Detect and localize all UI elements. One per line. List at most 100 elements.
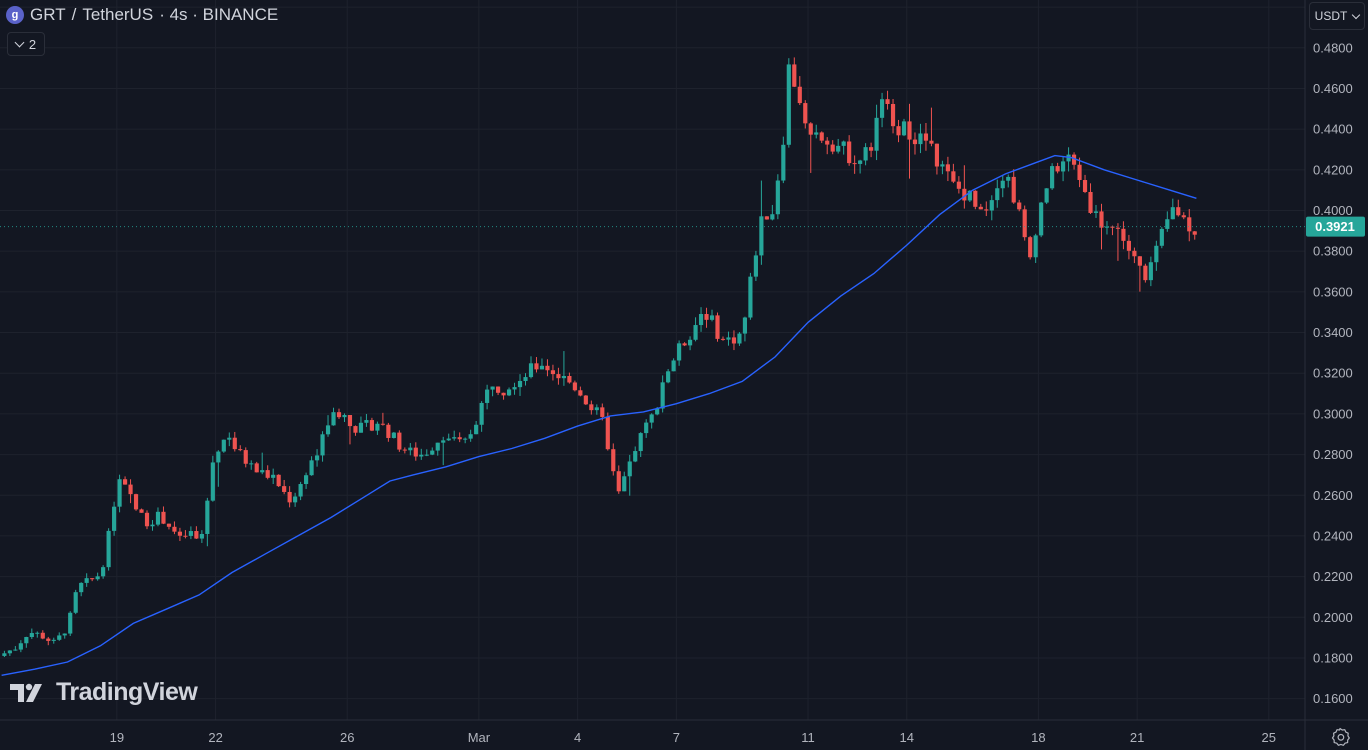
candle-body bbox=[452, 437, 457, 439]
candle-body bbox=[1176, 207, 1181, 216]
candle-body bbox=[726, 337, 731, 340]
candle-body bbox=[770, 214, 775, 220]
candle-body bbox=[1187, 217, 1192, 232]
candle-body bbox=[1071, 154, 1077, 165]
price-tick-label: 0.1800 bbox=[1313, 650, 1353, 665]
candle-body bbox=[446, 438, 451, 441]
candle-body bbox=[869, 147, 874, 151]
price-axis[interactable]: 0.1600 0.1800 0.2000 0.2200 0.2400 0.2600 0.28… bbox=[1313, 0, 1353, 706]
time-axis[interactable]: 19 22 26 Mar 4 7 11 14 18 21 25 bbox=[110, 730, 1276, 745]
candle-body bbox=[923, 133, 929, 141]
candle-body bbox=[940, 164, 945, 167]
candle-body bbox=[336, 412, 342, 418]
time-tick-label: 4 bbox=[574, 730, 581, 745]
candle-body bbox=[265, 470, 270, 478]
time-tick-label: Mar bbox=[468, 730, 491, 745]
candle-body bbox=[967, 190, 972, 201]
candle-body bbox=[347, 415, 353, 427]
candle-body bbox=[1143, 265, 1148, 281]
candle-body bbox=[693, 325, 698, 340]
tradingview-logo[interactable]: TradingView bbox=[10, 678, 198, 707]
settings-gear-icon[interactable] bbox=[1330, 727, 1350, 747]
candle-body bbox=[282, 486, 287, 492]
price-tick-label: 0.4800 bbox=[1313, 40, 1353, 55]
candle-body bbox=[951, 171, 956, 182]
candle-body bbox=[391, 432, 396, 438]
candle-body bbox=[408, 447, 413, 451]
candle-body bbox=[572, 382, 577, 391]
candle-body bbox=[934, 143, 940, 167]
candle-body bbox=[205, 500, 210, 534]
candle-body bbox=[655, 408, 660, 415]
candle-body bbox=[309, 460, 314, 476]
candle-body bbox=[605, 416, 610, 450]
candle-body bbox=[29, 633, 34, 638]
candle-body bbox=[578, 390, 583, 396]
time-tick-label: 18 bbox=[1031, 730, 1045, 745]
time-tick-label: 22 bbox=[208, 730, 222, 745]
candle-body bbox=[35, 632, 40, 634]
candle-body bbox=[929, 140, 934, 144]
candle-body bbox=[720, 338, 726, 340]
candle-body bbox=[1126, 240, 1131, 251]
candle-body bbox=[139, 509, 144, 513]
candle-body bbox=[353, 426, 358, 433]
candle-body bbox=[1170, 207, 1175, 220]
candle-body bbox=[1017, 202, 1022, 210]
candle-body bbox=[386, 424, 391, 438]
candle-body bbox=[644, 422, 649, 434]
candle-body bbox=[666, 371, 671, 383]
price-tick-label: 0.2800 bbox=[1313, 447, 1353, 462]
last-price-value: 0.3921 bbox=[1315, 219, 1355, 234]
candle-body bbox=[594, 407, 599, 411]
candle-body bbox=[90, 578, 95, 580]
price-tick-label: 0.3600 bbox=[1313, 284, 1353, 299]
candle-body bbox=[1159, 228, 1164, 246]
grt-coin-icon: g bbox=[6, 6, 24, 24]
candle-body bbox=[874, 117, 879, 151]
candle-body bbox=[1039, 202, 1044, 236]
currency-select-button[interactable]: USDT bbox=[1309, 2, 1365, 30]
price-tick-label: 0.4400 bbox=[1313, 122, 1353, 137]
price-tick-label: 0.4600 bbox=[1313, 81, 1353, 96]
candle-body bbox=[671, 360, 676, 372]
candle-body bbox=[1115, 227, 1121, 229]
currency-label: USDT bbox=[1314, 9, 1348, 23]
candle-body bbox=[150, 524, 155, 527]
candle-body bbox=[369, 420, 375, 431]
candle-body bbox=[649, 414, 654, 423]
grid-lines bbox=[0, 0, 1305, 720]
candle-body bbox=[567, 375, 572, 383]
symbol-header[interactable]: g GRT / TetherUS · 4s · BINANCE bbox=[6, 4, 278, 26]
candle-body bbox=[342, 415, 347, 418]
candle-body bbox=[698, 314, 704, 326]
candle-body bbox=[792, 64, 797, 87]
candle-body bbox=[890, 104, 896, 127]
candle-body bbox=[825, 140, 830, 145]
candle-body bbox=[786, 64, 791, 145]
candles bbox=[2, 57, 1197, 658]
logo-text: TradingView bbox=[56, 678, 198, 706]
candle-body bbox=[677, 343, 682, 361]
candle-body bbox=[128, 484, 133, 495]
time-tick-label: 14 bbox=[900, 730, 914, 745]
candle-body bbox=[841, 141, 846, 146]
candle-body bbox=[430, 450, 435, 455]
candle-body bbox=[561, 375, 566, 379]
candle-body bbox=[539, 365, 545, 370]
candle-body bbox=[1148, 262, 1153, 281]
candle-body bbox=[1082, 180, 1088, 192]
candle-body bbox=[1099, 211, 1104, 228]
candle-body bbox=[528, 363, 534, 378]
candle-body bbox=[715, 315, 720, 339]
candle-body bbox=[748, 276, 753, 318]
candle-body bbox=[1044, 188, 1049, 203]
indicators-toggle-button[interactable]: 2 bbox=[7, 32, 45, 56]
candle-body bbox=[320, 434, 325, 456]
candle-body bbox=[781, 144, 786, 181]
candle-body bbox=[413, 447, 418, 457]
price-tick-label: 0.3400 bbox=[1313, 325, 1353, 340]
candle-body bbox=[1165, 219, 1170, 229]
candle-body bbox=[1110, 226, 1115, 228]
